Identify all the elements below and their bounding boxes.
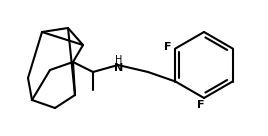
Text: F: F [197, 100, 205, 110]
Text: F: F [164, 41, 171, 52]
Text: H: H [115, 55, 123, 65]
Text: N: N [114, 63, 124, 73]
